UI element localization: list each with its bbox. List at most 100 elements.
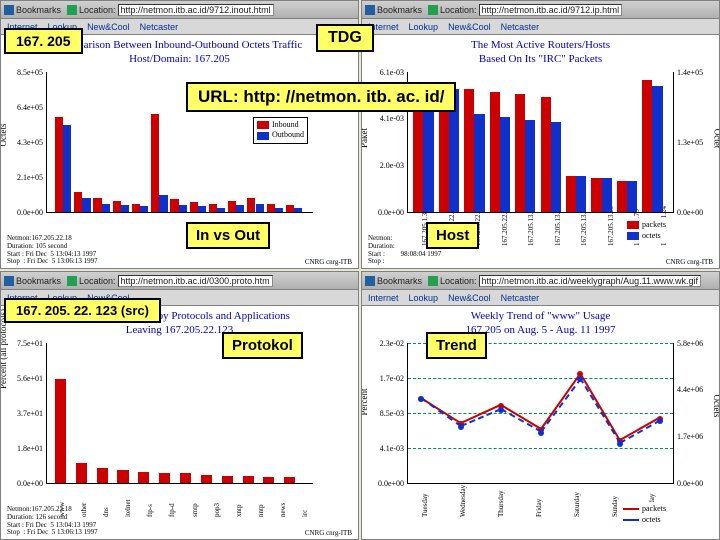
bar-in — [190, 202, 198, 212]
location-field[interactable]: Location: http://netmon.itb.ac.id/9712.i… — [67, 4, 274, 16]
bar-in — [151, 114, 159, 212]
bar-in — [286, 205, 294, 212]
line-segment — [461, 408, 502, 427]
location-icon — [67, 5, 77, 15]
bar-out — [63, 125, 71, 212]
legend-label-oct: octets — [642, 231, 661, 241]
legend-label-pkt: packets — [642, 504, 666, 514]
bar-oct — [627, 181, 637, 212]
bar-out — [82, 198, 90, 212]
bar-out — [140, 206, 148, 212]
ytick-right: 1.7e+06 — [677, 432, 713, 441]
ytick: 7.5e+01 — [9, 339, 43, 348]
bar-pkt — [490, 92, 500, 212]
location-label: Location: — [79, 5, 116, 15]
ylabel-right: Octet — [712, 128, 720, 148]
location-url: http://netmon.itb.ac.id/9712.ip.html — [479, 4, 623, 16]
line-segment — [579, 372, 621, 441]
legend-swatch-in — [257, 121, 269, 129]
pane-trend: Bookmarks Location: http://netmon.itb.ac… — [361, 271, 720, 540]
location-label: Location: — [440, 5, 477, 15]
ytick: 8.5e-03 — [370, 409, 404, 418]
bar-in — [55, 117, 63, 212]
xtick: ftp-s — [146, 504, 154, 517]
chart-brand: CNRG cnrg-ITB — [305, 529, 352, 537]
ytick: 5.6e+01 — [9, 374, 43, 383]
location-label: Location: — [440, 276, 477, 286]
bar-pkt — [541, 97, 551, 212]
legend-swatch-pkt — [627, 221, 639, 229]
location-icon — [428, 5, 438, 15]
line-segment — [540, 372, 582, 430]
callout-ip1: 167. 205 — [4, 28, 83, 54]
callout-trend: Trend — [426, 332, 487, 359]
gridline — [408, 448, 673, 449]
bar-out — [198, 206, 206, 212]
link-lookup[interactable]: Lookup — [409, 22, 439, 32]
link-netcaster[interactable]: Netcaster — [501, 293, 540, 303]
ytick: 8.5e+05 — [9, 68, 43, 77]
legend: packets octets — [624, 218, 669, 243]
chart-title-2: 167.205 on Aug. 5 - Aug. 11 1997 — [362, 322, 719, 336]
callout-url: URL: http: //netmon. itb. ac. id/ — [186, 82, 456, 112]
ytick: 4.1e-03 — [370, 114, 404, 123]
location-field[interactable]: Location: http://netmon.itb.ac.id/0300.p… — [67, 275, 273, 287]
ytick-right: 0.0e+00 — [677, 208, 713, 217]
legend-line-oct — [623, 519, 639, 521]
line-segment — [579, 378, 621, 444]
bar-out — [159, 195, 167, 212]
link-newcool[interactable]: New&Cool — [448, 22, 491, 32]
bar-out — [236, 205, 244, 212]
link-newcool[interactable]: New&Cool — [87, 22, 130, 32]
legend-swatch-out — [257, 132, 269, 140]
link-netcaster[interactable]: Netcaster — [501, 22, 540, 32]
bookmarks-menu[interactable]: Bookmarks — [365, 276, 422, 286]
callout-ip2: 167. 205. 22. 123 (src) — [4, 298, 161, 323]
bookmarks-label: Bookmarks — [16, 5, 61, 15]
xtick: dns — [102, 507, 110, 517]
bar-in — [209, 204, 217, 212]
link-netcaster[interactable]: Netcaster — [140, 22, 179, 32]
ytick: 1.7e-02 — [370, 374, 404, 383]
ytick-right: 1.3e+05 — [677, 138, 713, 147]
location-icon — [67, 276, 77, 286]
ytick-right: 5.8e+06 — [677, 339, 713, 348]
ytick: 2.0e-03 — [370, 161, 404, 170]
bookmarks-menu[interactable]: Bookmarks — [4, 276, 61, 286]
ytick: 0.0e+00 — [370, 208, 404, 217]
ytick: 6.1e-03 — [370, 68, 404, 77]
bar-oct — [652, 86, 662, 212]
bookmarks-menu[interactable]: Bookmarks — [4, 5, 61, 15]
bookmarks-label: Bookmarks — [377, 5, 422, 15]
legend-swatch-oct — [627, 232, 639, 240]
bar-in — [267, 204, 275, 212]
legend-label-pkt: packets — [642, 220, 666, 230]
browser-linkbar: Internet Lookup New&Cool Netcaster — [362, 19, 719, 35]
ytick-right: 1.4e+05 — [677, 68, 713, 77]
bar-oct — [474, 114, 484, 212]
bar-pkt — [642, 80, 652, 212]
chart-trend: Weekly Trend of "www" Usage 167.205 on A… — [362, 308, 719, 539]
location-field[interactable]: Location: http://netmon.itb.ac.id/weekly… — [428, 275, 701, 287]
chart-title-2: Based On Its "IRC" Packets — [362, 51, 719, 65]
callout-tdg: TDG — [316, 24, 374, 52]
callout-protokol: Protokol — [222, 332, 303, 359]
legend: packets octets — [620, 502, 669, 527]
bar-in — [93, 198, 101, 212]
bar-out — [179, 205, 187, 212]
bar-in — [170, 199, 178, 212]
bar-out — [275, 208, 283, 212]
pane-host: Bookmarks Location: http://netmon.itb.ac… — [361, 0, 720, 269]
xtick: news — [279, 503, 287, 517]
line-segment — [620, 419, 661, 443]
link-newcool[interactable]: New&Cool — [448, 293, 491, 303]
chart-footer: Netmon:167.205.22.18 Duration: 105 secon… — [7, 235, 98, 266]
location-field[interactable]: Location: http://netmon.itb.ac.id/9712.i… — [428, 4, 622, 16]
link-lookup[interactable]: Lookup — [409, 293, 439, 303]
xtick: Sunday — [611, 496, 619, 517]
legend-label-out: Outbound — [272, 130, 304, 140]
link-internet[interactable]: Internet — [368, 293, 399, 303]
line-segment — [500, 408, 541, 432]
ylabel: Octets — [0, 123, 8, 146]
bookmarks-menu[interactable]: Bookmarks — [365, 5, 422, 15]
